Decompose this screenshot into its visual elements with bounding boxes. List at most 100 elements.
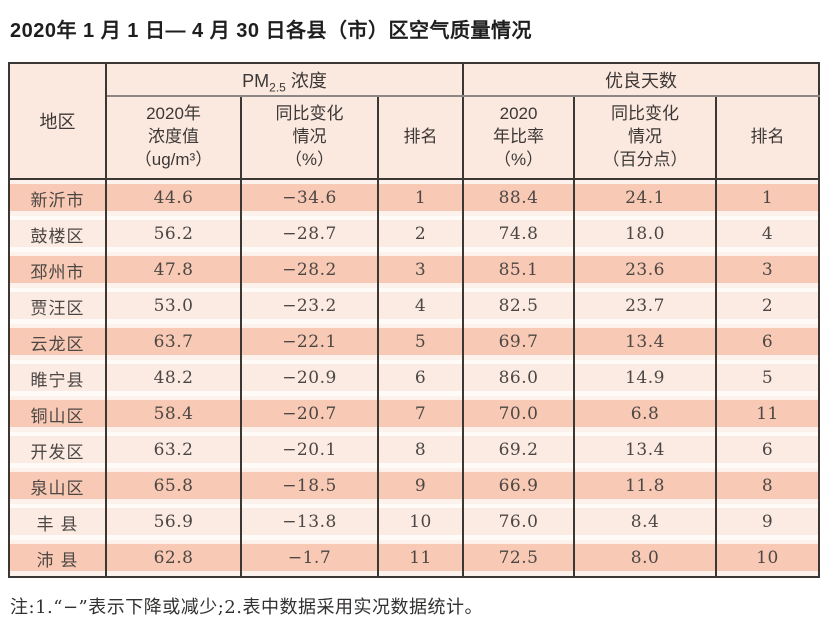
- value-cell: 1: [376, 179, 465, 216]
- value-cell: −22.1: [240, 324, 379, 360]
- pm25-suffix: 浓度: [285, 70, 327, 91]
- value-cell: −34.6: [240, 179, 379, 216]
- group-header-row: 地区 PM2.5 浓度 优良天数: [8, 63, 821, 180]
- table-row: 邳州市 47.8 −28.2 3 85.1 23.6 3: [8, 252, 821, 288]
- value-cell: 5: [376, 324, 465, 360]
- region-cell: 开发区: [8, 432, 107, 468]
- value-cell: 62.8: [105, 540, 242, 577]
- value-cell: 8: [715, 468, 821, 504]
- col-header-region: 地区: [8, 63, 107, 180]
- value-cell: 72.5: [462, 540, 576, 577]
- region-cell: 鼓楼区: [8, 216, 107, 252]
- value-cell: 13.4: [573, 324, 718, 360]
- region-cell: 丰 县: [8, 504, 107, 540]
- value-cell: 58.4: [105, 396, 242, 432]
- region-cell: 铜山区: [8, 396, 107, 432]
- value-cell: 10: [376, 504, 465, 540]
- value-cell: 9: [376, 468, 465, 504]
- value-cell: −23.2: [240, 288, 379, 324]
- value-cell: 2: [376, 216, 465, 252]
- value-cell: 14.9: [573, 360, 718, 396]
- value-cell: 69.2: [462, 432, 576, 468]
- value-cell: −13.8: [240, 504, 379, 540]
- col-header-pm-change: 同比变化 情况 （%）: [240, 96, 379, 180]
- region-cell: 贾汪区: [8, 288, 107, 324]
- value-cell: 8: [376, 432, 465, 468]
- value-cell: 11: [715, 396, 821, 432]
- value-cell: 9: [715, 504, 821, 540]
- value-cell: 66.9: [462, 468, 576, 504]
- value-cell: 74.8: [462, 216, 576, 252]
- value-cell: −18.5: [240, 468, 379, 504]
- table-header: 地区 PM2.5 浓度 优良天数 2020年 浓度值 （ug/m³） 同比变化 …: [8, 63, 821, 180]
- table-row: 鼓楼区 56.2 −28.7 2 74.8 18.0 4: [8, 216, 821, 252]
- value-cell: −1.7: [240, 540, 379, 577]
- value-cell: 56.2: [105, 216, 242, 252]
- value-cell: 70.0: [462, 396, 576, 432]
- col-header-gd-ratio: 2020 年比率 （%）: [462, 96, 576, 180]
- table-body: 新沂市 44.6 −34.6 1 88.4 24.1 1 鼓楼区 56.2 −28.7 2 74.8 1…: [8, 179, 821, 577]
- value-cell: 44.6: [105, 179, 242, 216]
- value-cell: −28.7: [240, 216, 379, 252]
- table-row: 新沂市 44.6 −34.6 1 88.4 24.1 1: [8, 179, 821, 216]
- region-cell: 新沂市: [8, 179, 107, 216]
- region-cell: 云龙区: [8, 324, 107, 360]
- table-row: 铜山区 58.4 −20.7 7 70.0 6.8 11: [8, 396, 821, 432]
- value-cell: 3: [715, 252, 821, 288]
- region-cell: 邳州市: [8, 252, 107, 288]
- value-cell: 8.0: [573, 540, 718, 577]
- value-cell: 2: [715, 288, 821, 324]
- footnote: 注:1.“−”表示下降或减少;2.表中数据采用实况数据统计。: [10, 597, 483, 618]
- value-cell: 13.4: [573, 432, 718, 468]
- value-cell: 23.6: [573, 252, 718, 288]
- table-row: 开发区 63.2 −20.1 8 69.2 13.4 6: [8, 432, 821, 468]
- region-cell: 睢宁县: [8, 360, 107, 396]
- air-quality-table: 地区 PM2.5 浓度 优良天数 2020年 浓度值 （ug/m³） 同比变化 …: [8, 62, 821, 578]
- pm25-prefix: PM: [242, 70, 270, 91]
- value-cell: 6: [715, 432, 821, 468]
- value-cell: 5: [715, 360, 821, 396]
- group-header-good-days: 优良天数: [462, 63, 821, 97]
- page-title: 2020年 1 月 1 日— 4 月 30 日各县（市）区空气质量情况: [10, 20, 533, 42]
- value-cell: 10: [715, 540, 821, 577]
- value-cell: 88.4: [462, 179, 576, 216]
- value-cell: 63.2: [105, 432, 242, 468]
- value-cell: 82.5: [462, 288, 576, 324]
- value-cell: −20.1: [240, 432, 379, 468]
- table-row: 丰 县 56.9 −13.8 10 76.0 8.4 9: [8, 504, 821, 540]
- col-header-pm-rank: 排名: [376, 96, 465, 180]
- col-header-gd-change: 同比变化 情况 （百分点）: [573, 96, 718, 180]
- value-cell: 1: [715, 179, 821, 216]
- col-header-pm-value: 2020年 浓度值 （ug/m³）: [105, 96, 242, 180]
- sub-header-row: 2020年 浓度值 （ug/m³） 同比变化 情况 （%） 排名 2020 年比…: [9, 96, 821, 180]
- value-cell: 7: [376, 396, 465, 432]
- value-cell: 8.4: [573, 504, 718, 540]
- value-cell: 47.8: [105, 252, 242, 288]
- value-cell: 18.0: [573, 216, 718, 252]
- value-cell: −28.2: [240, 252, 379, 288]
- value-cell: 24.1: [573, 179, 718, 216]
- value-cell: 3: [376, 252, 465, 288]
- group-header-pm25: PM2.5 浓度: [104, 63, 465, 97]
- value-cell: 48.2: [105, 360, 242, 396]
- value-cell: 6: [715, 324, 821, 360]
- col-header-gd-rank: 排名: [715, 96, 821, 180]
- table-row: 沛 县 62.8 −1.7 11 72.5 8.0 10: [8, 540, 821, 577]
- value-cell: 6.8: [573, 396, 718, 432]
- value-cell: 4: [376, 288, 465, 324]
- value-cell: 76.0: [462, 504, 576, 540]
- value-cell: −20.9: [240, 360, 379, 396]
- value-cell: −20.7: [240, 396, 379, 432]
- table-row: 云龙区 63.7 −22.1 5 69.7 13.4 6: [8, 324, 821, 360]
- table-row: 泉山区 65.8 −18.5 9 66.9 11.8 8: [8, 468, 821, 504]
- value-cell: 23.7: [573, 288, 718, 324]
- value-cell: 4: [715, 216, 821, 252]
- value-cell: 6: [376, 360, 465, 396]
- region-cell: 沛 县: [8, 540, 107, 577]
- value-cell: 65.8: [105, 468, 242, 504]
- value-cell: 56.9: [105, 504, 242, 540]
- region-cell: 泉山区: [8, 468, 107, 504]
- value-cell: 63.7: [105, 324, 242, 360]
- value-cell: 53.0: [105, 288, 242, 324]
